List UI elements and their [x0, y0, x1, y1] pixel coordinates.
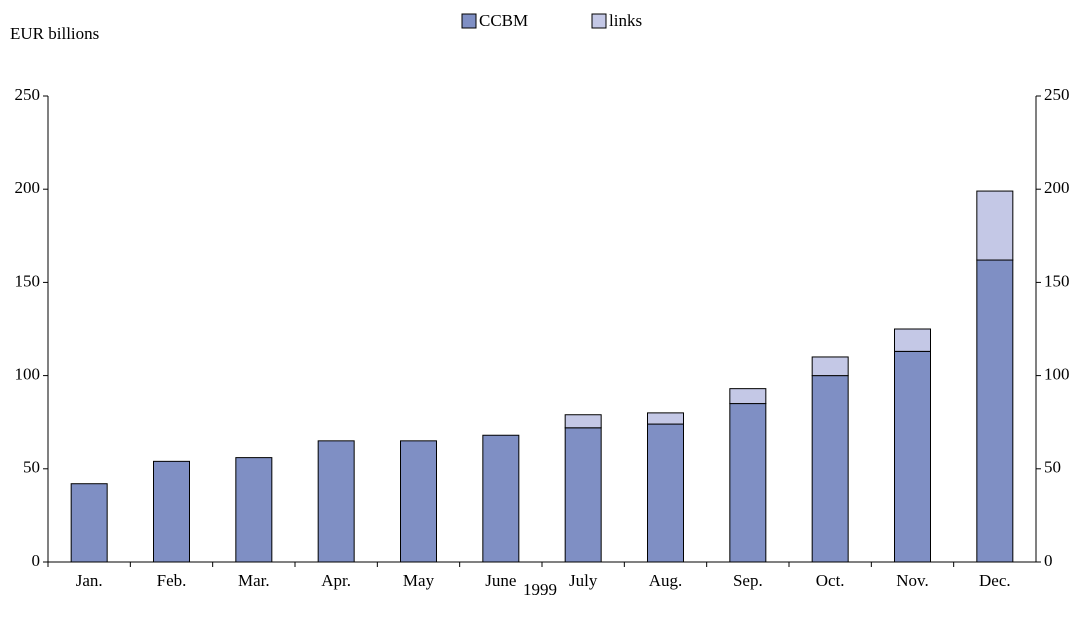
y2-tick-label: 50	[1044, 458, 1061, 477]
y-tick-label: 250	[15, 85, 41, 104]
bar-segment	[564, 414, 602, 429]
legend-swatch	[591, 13, 607, 29]
x-tick-label: Feb.	[157, 571, 187, 590]
x-axis-label: 1999	[523, 580, 557, 599]
bar-segment	[647, 423, 684, 563]
bar-segment	[482, 434, 520, 563]
y2-tick-label: 100	[1044, 365, 1070, 384]
bar-segment	[976, 190, 1014, 261]
bar-segment	[894, 328, 931, 352]
y-axis-label: EUR billions	[10, 24, 99, 43]
x-tick-label: Apr.	[321, 571, 351, 590]
y-tick-label: 100	[15, 365, 41, 384]
bar-segment	[811, 356, 849, 377]
bar-segment	[70, 483, 108, 563]
x-tick-label: June	[485, 571, 516, 590]
x-tick-label: May	[403, 571, 435, 590]
y-tick-label: 150	[15, 271, 41, 290]
x-tick-label: July	[569, 571, 598, 590]
x-tick-label: Dec.	[979, 571, 1011, 590]
legend-label: CCBM	[479, 11, 528, 30]
bar-segment	[153, 460, 190, 563]
legend-label: links	[609, 11, 642, 30]
bar-segment	[647, 412, 684, 425]
y2-tick-label: 150	[1044, 271, 1070, 290]
x-tick-label: Aug.	[649, 571, 683, 590]
x-tick-label: Nov.	[896, 571, 928, 590]
bar-segment	[894, 350, 931, 563]
bar-segment	[976, 259, 1014, 563]
x-tick-label: Jan.	[76, 571, 103, 590]
bar-segment	[811, 375, 849, 563]
legend-swatch	[461, 13, 477, 29]
x-tick-label: Mar.	[238, 571, 270, 590]
y-tick-label: 50	[23, 458, 40, 477]
bar-segment	[235, 457, 273, 563]
y2-tick-label: 250	[1044, 85, 1070, 104]
x-tick-label: Sep.	[733, 571, 763, 590]
bar-segment	[729, 403, 767, 563]
y-tick-label: 0	[32, 551, 41, 570]
bar-segment	[317, 440, 355, 563]
bar-segment	[564, 427, 602, 563]
y2-tick-label: 200	[1044, 178, 1070, 197]
x-tick-label: Oct.	[816, 571, 845, 590]
y2-tick-label: 0	[1044, 551, 1053, 570]
y-tick-label: 200	[15, 178, 41, 197]
bar-segment	[400, 440, 437, 563]
bar-segment	[729, 388, 767, 405]
